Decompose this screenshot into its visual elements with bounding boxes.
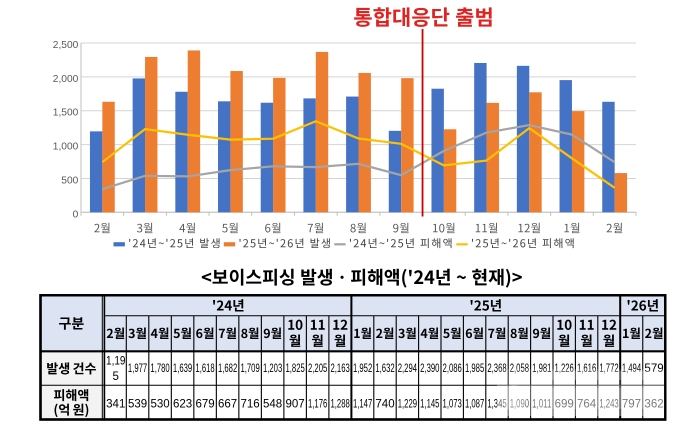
svg-text:679: 679 — [195, 399, 214, 411]
svg-text:1,229: 1,229 — [398, 399, 417, 411]
svg-text:579: 579 — [644, 363, 663, 375]
svg-text:1,176: 1,176 — [308, 399, 327, 411]
svg-text:2,294: 2,294 — [398, 363, 418, 375]
svg-text:5: 5 — [113, 371, 119, 383]
svg-text:2,163: 2,163 — [330, 363, 349, 375]
svg-text:1,780: 1,780 — [150, 363, 169, 375]
svg-text:1,500: 1,500 — [53, 108, 79, 119]
svg-text:1,977: 1,977 — [128, 363, 147, 375]
svg-text:1,011: 1,011 — [532, 399, 551, 411]
svg-text:2,000: 2,000 — [53, 74, 79, 85]
svg-text:1,243: 1,243 — [599, 399, 618, 411]
svg-text:1,952: 1,952 — [353, 363, 372, 375]
svg-text:716: 716 — [241, 399, 260, 411]
svg-text:1,203: 1,203 — [263, 363, 282, 375]
svg-text:1,825: 1,825 — [285, 363, 304, 375]
svg-text:623: 623 — [173, 399, 192, 411]
svg-text:2,390: 2,390 — [420, 363, 439, 375]
svg-text:667: 667 — [218, 399, 237, 411]
svg-text:530: 530 — [150, 399, 169, 411]
svg-text:1,073: 1,073 — [443, 399, 462, 411]
svg-text:1,632: 1,632 — [375, 363, 394, 375]
svg-text:740: 740 — [375, 399, 394, 411]
svg-text:2,205: 2,205 — [308, 363, 327, 375]
svg-text:1,682: 1,682 — [218, 363, 237, 375]
svg-text:2,058: 2,058 — [510, 363, 529, 375]
svg-text:0: 0 — [73, 209, 79, 220]
svg-text:539: 539 — [128, 399, 147, 411]
svg-text:2,086: 2,086 — [443, 363, 462, 375]
svg-text:1,981: 1,981 — [532, 363, 551, 375]
svg-text:1,000: 1,000 — [53, 142, 79, 153]
svg-text:1,145: 1,145 — [420, 399, 439, 411]
svg-text:341: 341 — [106, 399, 125, 411]
svg-text:1,709: 1,709 — [240, 363, 259, 375]
svg-text:1,618: 1,618 — [195, 363, 214, 375]
svg-text:1,288: 1,288 — [330, 399, 349, 411]
svg-text:797: 797 — [622, 399, 641, 411]
svg-text:1,090: 1,090 — [510, 399, 529, 411]
svg-text:1,985: 1,985 — [465, 363, 484, 375]
svg-text:1,772: 1,772 — [599, 363, 618, 375]
svg-text:1,087: 1,087 — [465, 399, 484, 411]
svg-text:1,226: 1,226 — [555, 363, 574, 375]
svg-text:2,500: 2,500 — [53, 40, 79, 51]
svg-text:1,147: 1,147 — [353, 399, 372, 411]
svg-text:699: 699 — [555, 399, 574, 411]
svg-text:1,19: 1,19 — [106, 356, 126, 368]
svg-text:1,345: 1,345 — [487, 399, 506, 411]
svg-text:907: 907 — [286, 399, 305, 411]
svg-text:500: 500 — [61, 175, 78, 186]
svg-text:1,639: 1,639 — [173, 363, 192, 375]
svg-text:2,368: 2,368 — [487, 363, 506, 375]
svg-text:548: 548 — [263, 399, 282, 411]
svg-text:764: 764 — [577, 399, 597, 411]
svg-text:362: 362 — [644, 399, 663, 411]
svg-text:1,494: 1,494 — [622, 363, 642, 375]
svg-text:1,616: 1,616 — [577, 363, 596, 375]
